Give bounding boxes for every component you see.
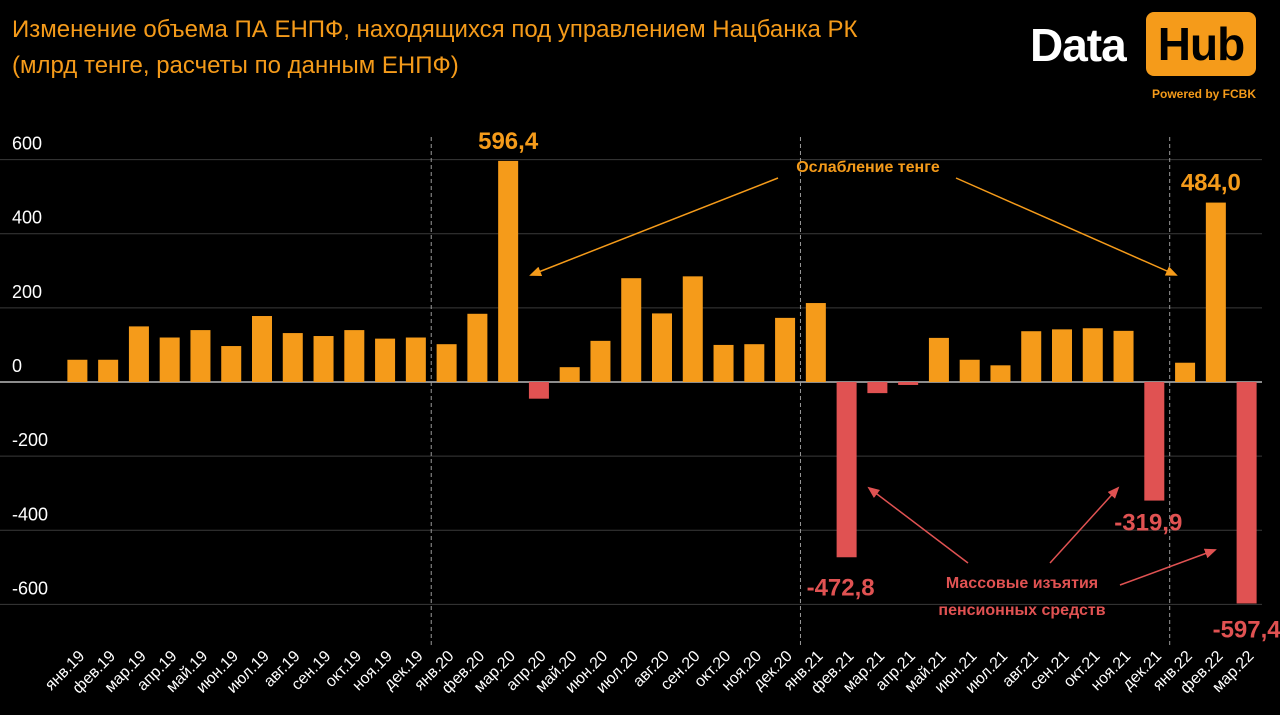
bar (990, 365, 1010, 382)
bar (67, 360, 87, 382)
bar (929, 338, 949, 382)
bar (837, 382, 857, 557)
bar (498, 161, 518, 382)
bar (129, 326, 149, 382)
y-tick-label: -600 (12, 578, 48, 598)
y-tick-label: 600 (12, 134, 42, 154)
bar (683, 276, 703, 382)
bar (529, 382, 549, 399)
data-label: -597,4 (1213, 616, 1280, 643)
bar (775, 318, 795, 382)
bar (806, 303, 826, 382)
annotation-pension-withdrawals-line2: пенсионных средств (938, 602, 1105, 619)
annotation-arrow (956, 178, 1176, 275)
y-tick-label: 400 (12, 208, 42, 228)
bar (283, 333, 303, 382)
bar (867, 382, 887, 393)
annotation-arrow (869, 488, 968, 563)
annotation-arrow (531, 178, 778, 275)
bar (1144, 382, 1164, 501)
bar (467, 314, 487, 382)
bar (744, 344, 764, 382)
bar (621, 278, 641, 382)
data-label: -472,8 (807, 574, 875, 601)
bar (652, 313, 672, 382)
bar (252, 316, 272, 382)
bar (1206, 203, 1226, 382)
bar (1021, 331, 1041, 382)
annotation-currency-weakening: Ослабление тенге (796, 159, 940, 176)
y-tick-label: -200 (12, 430, 48, 450)
annotation-pension-withdrawals-line1: Массовые изъятия (946, 575, 1098, 592)
bar (160, 338, 180, 382)
bar (344, 330, 364, 382)
bar (406, 338, 426, 382)
annotation-arrow (1120, 550, 1215, 585)
bar (221, 346, 241, 382)
bar (560, 367, 580, 382)
bar (960, 360, 980, 382)
bar (314, 336, 334, 382)
data-label: 484,0 (1181, 170, 1241, 197)
bar (1052, 329, 1072, 382)
y-tick-label: 0 (12, 356, 22, 376)
bar (1175, 363, 1195, 382)
y-tick-label: -400 (12, 504, 48, 524)
bar (1237, 382, 1257, 603)
bar (898, 382, 918, 385)
bar (1114, 331, 1134, 382)
bar (437, 344, 457, 382)
bar (190, 330, 210, 382)
y-tick-label: 200 (12, 282, 42, 302)
bar (590, 341, 610, 382)
bar (714, 345, 734, 382)
data-label: 596,4 (478, 128, 539, 155)
bar (375, 339, 395, 382)
annotation-arrow (1050, 488, 1118, 563)
bar (98, 360, 118, 382)
data-label: -319,9 (1114, 510, 1182, 537)
bar (1083, 328, 1103, 382)
